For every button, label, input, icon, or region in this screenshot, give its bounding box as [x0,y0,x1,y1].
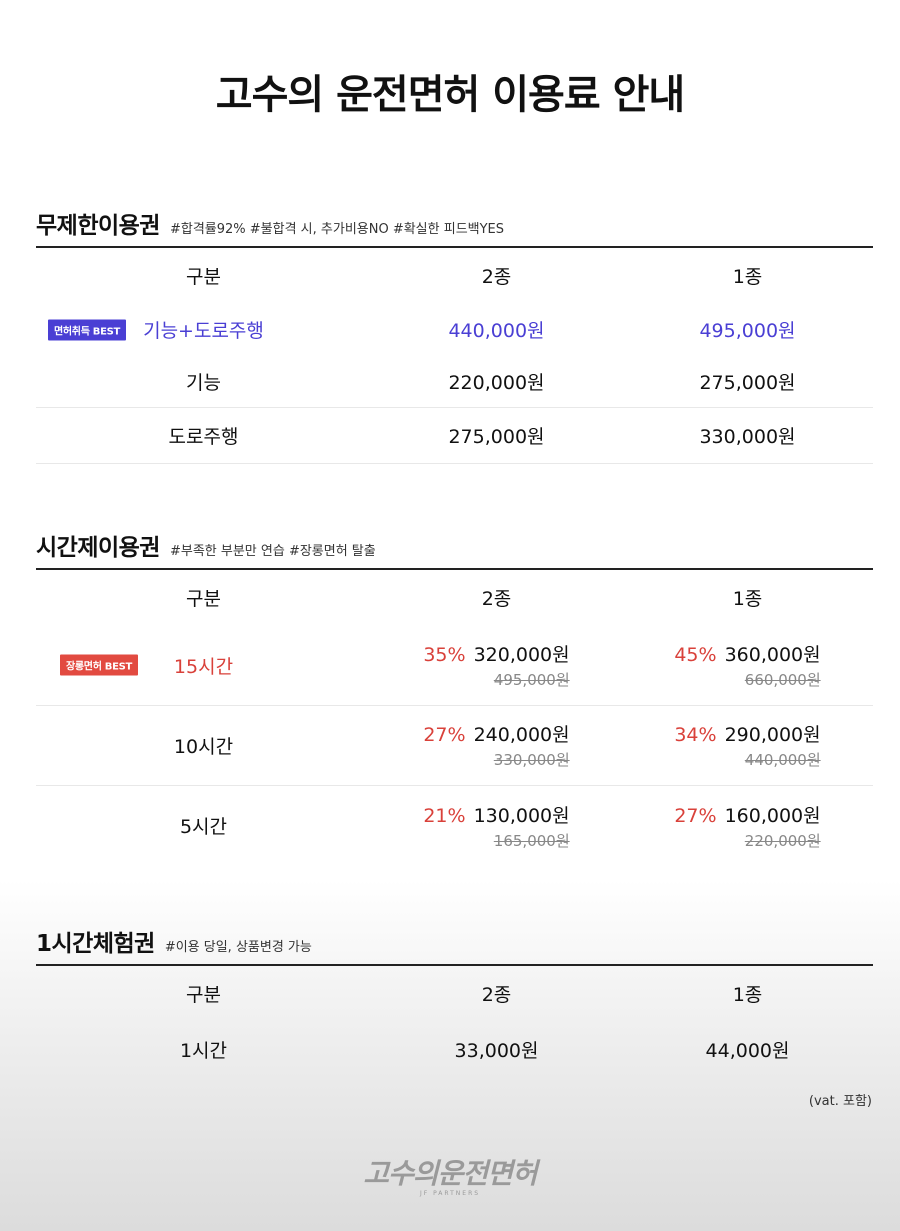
discount-rate: 27% [423,724,466,746]
table-row: 장롱면허 BEST 15시간 35% 320,000원 495,000원 45% 3… [36,626,873,706]
hourly-section: 시간제이용권 #부족한 부분만 연습 #장롱면허 탈출 구분 2종 1종 장롱면… [36,528,873,866]
brand-logo: 고수의운전면허 JF PARTNERS [0,1152,900,1197]
row-name: 1시간 [179,1040,228,1062]
col-category: 구분 [186,266,221,288]
trial-section: 1시간체험권 #이용 당일, 상품변경 가능 구분 2종 1종 1시간 33,0… [36,924,873,1078]
price-class1: 330,000원 [699,425,796,448]
row-name: 도로주행 [168,425,239,448]
col-class2: 2종 [481,984,512,1006]
col-class1: 1종 [732,984,763,1006]
table-row: 1시간 33,000원 44,000원 [36,1022,873,1078]
price-class1: 44,000원 [705,1040,790,1062]
original-price: 440,000원 [744,751,821,769]
table-header-row: 구분 2종 1종 [36,248,873,304]
discount-rate: 45% [674,644,717,666]
sale-price: 160,000원 [724,804,821,827]
section-title: 1시간체험권 [36,931,155,957]
price-class2: 33,000원 [454,1040,539,1062]
sale-price: 320,000원 [473,644,570,666]
vat-note: (vat. 포함) [808,1094,872,1109]
col-class1: 1종 [732,588,763,610]
price-class2: 440,000원 [448,320,545,342]
section-tags: #합격률92% #불합격 시, 추가비용NO #확실한 피드백YES [169,222,505,237]
unlimited-section: 무제한이용권 #합격률92% #불합격 시, 추가비용NO #확실한 피드백YE… [36,206,873,464]
unlimited-header: 무제한이용권 #합격률92% #불합격 시, 추가비용NO #확실한 피드백YE… [36,206,873,246]
col-class2: 2종 [481,266,512,288]
section-tags: #이용 당일, 상품변경 가능 [164,940,312,955]
original-price: 220,000원 [744,831,821,850]
row-name: 10시간 [173,735,234,758]
page-title: 고수의 운전면허 이용료 안내 [215,72,685,118]
price-class2: 220,000원 [448,371,545,394]
best-badge: 장롱면허 BEST [60,654,139,676]
original-price: 165,000원 [493,831,570,850]
row-name: 15시간 [173,655,234,678]
original-price: 330,000원 [493,751,570,769]
trial-header: 1시간체험권 #이용 당일, 상품변경 가능 [36,924,873,964]
row-name: 기능+도로주행 [143,320,264,342]
logo-text: 고수의운전면허 [363,1157,537,1190]
section-rule [36,568,873,570]
original-price: 495,000원 [493,671,570,689]
section-tags: #부족한 부분만 연습 #장롱면허 탈출 [169,544,376,559]
sale-price: 360,000원 [724,644,821,666]
table-row: 10시간 27% 240,000원 330,000원 34% 290,000원 44… [36,706,873,786]
price-class2: 275,000원 [448,425,545,448]
section-rule [36,964,873,966]
table-row: 면허취득 BEST 기능+도로주행 440,000원 495,000원 [36,304,873,356]
table-row: 기능 220,000원 275,000원 [36,356,873,408]
discount-rate: 21% [423,804,466,827]
logo-subtext: JF PARTNERS [419,1190,481,1197]
col-category: 구분 [186,588,221,610]
col-class2: 2종 [481,588,512,610]
discount-rate: 35% [423,644,466,666]
table-row: 도로주행 275,000원 330,000원 [36,408,873,464]
row-name: 기능 [186,371,221,394]
table-header-row: 구분 2종 1종 [36,966,873,1022]
table-header-row: 구분 2종 1종 [36,570,873,626]
section-title: 시간제이용권 [36,535,160,561]
section-title: 무제한이용권 [36,213,160,239]
table-row: 5시간 21% 130,000원 165,000원 27% 160,000원 220… [36,786,873,866]
sale-price: 240,000원 [473,724,570,746]
sale-price: 130,000원 [473,804,570,827]
sale-price: 290,000원 [724,724,821,746]
price-class1: 275,000원 [699,371,796,394]
hourly-header: 시간제이용권 #부족한 부분만 연습 #장롱면허 탈출 [36,528,873,568]
row-name: 5시간 [179,816,228,838]
best-badge: 면허취득 BEST [48,319,127,340]
section-rule [36,246,873,248]
col-class1: 1종 [732,266,763,288]
col-category: 구분 [186,984,221,1006]
price-class1: 495,000원 [699,320,796,342]
original-price: 660,000원 [744,671,821,689]
discount-rate: 27% [674,804,717,827]
discount-rate: 34% [674,724,717,746]
